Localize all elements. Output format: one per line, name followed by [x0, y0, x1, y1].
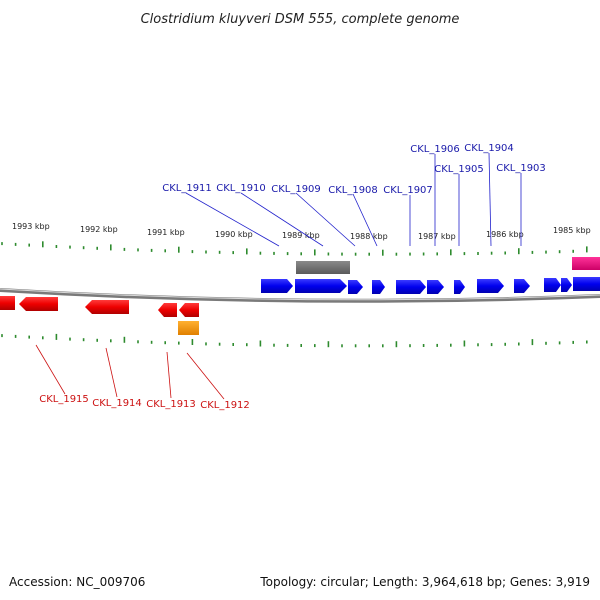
gene-label-ckl-1914: CKL_1914 [92, 398, 142, 409]
kbp-scale: 1993 kbp 1992 kbp 1991 kbp 1990 kbp 1989… [12, 222, 591, 241]
kbp-label: 1992 kbp [80, 225, 118, 234]
reverse-gene-arrow [19, 297, 58, 311]
forward-gene-arrow [544, 278, 561, 292]
upper-tick-track [1, 241, 588, 256]
kbp-label: 1991 kbp [147, 228, 185, 237]
accession-text: Accession: NC_009706 [9, 575, 145, 589]
gene-label-ckl-1915: CKL_1915 [39, 394, 89, 405]
pink-feature [572, 257, 600, 270]
gene-label-ckl-1907: CKL_1907 [383, 185, 433, 196]
forward-gene-arrow [561, 278, 572, 292]
genome-backbone [0, 288, 600, 303]
forward-gene-arrow [396, 280, 426, 294]
kbp-label: 1990 kbp [215, 230, 253, 239]
forward-gene-arrow [261, 279, 293, 293]
forward-gene-arrow [372, 280, 385, 294]
reverse-gene-labels: CKL_1915 CKL_1914 CKL_1913 CKL_1912 [39, 394, 250, 411]
gene-label-ckl-1905: CKL_1905 [434, 164, 484, 175]
genome-title: Clostridium kluyveri DSM 555, complete g… [141, 12, 460, 27]
kbp-label: 1985 kbp [553, 226, 591, 235]
reverse-gene-arrow [0, 296, 15, 310]
forward-gene-arrow [348, 280, 363, 294]
kbp-label: 1987 kbp [418, 232, 456, 241]
forward-gene-arrow [427, 280, 444, 294]
reverse-leader-lines [35, 344, 225, 400]
forward-strand-genes [261, 277, 600, 294]
forward-gene-arrow [477, 279, 504, 293]
orange-feature [178, 321, 199, 335]
forward-gene-labels: CKL_1911 CKL_1910 CKL_1909 CKL_1908 CKL_… [162, 143, 546, 196]
gene-label-ckl-1904: CKL_1904 [464, 143, 514, 154]
gene-label-ckl-1910: CKL_1910 [216, 183, 266, 194]
topology-text: Topology: circular; Length: 3,964,618 bp… [259, 575, 590, 589]
kbp-label: 1988 kbp [350, 232, 388, 241]
gene-label-ckl-1909: CKL_1909 [271, 184, 321, 195]
gene-label-ckl-1903: CKL_1903 [496, 163, 546, 174]
forward-gene-arrow [514, 279, 530, 293]
reverse-strand-genes [0, 296, 199, 317]
reverse-gene-arrow [179, 303, 199, 317]
gene-label-ckl-1912: CKL_1912 [200, 400, 250, 411]
forward-leader-lines [185, 152, 522, 247]
forward-gene-arrow [295, 279, 347, 293]
reverse-gene-arrow [85, 300, 129, 314]
kbp-label: 1986 kbp [486, 230, 524, 239]
rna-feature [296, 261, 350, 274]
lower-tick-track [1, 333, 588, 348]
kbp-label: 1993 kbp [12, 222, 50, 231]
kbp-label: 1989 kbp [282, 231, 320, 240]
forward-gene-arrow [573, 277, 600, 291]
forward-gene-arrow [454, 280, 465, 294]
gene-label-ckl-1911: CKL_1911 [162, 183, 212, 194]
gene-label-ckl-1906: CKL_1906 [410, 144, 460, 155]
gene-label-ckl-1913: CKL_1913 [146, 399, 196, 410]
reverse-gene-arrow [158, 303, 177, 317]
gene-label-ckl-1908: CKL_1908 [328, 185, 378, 196]
